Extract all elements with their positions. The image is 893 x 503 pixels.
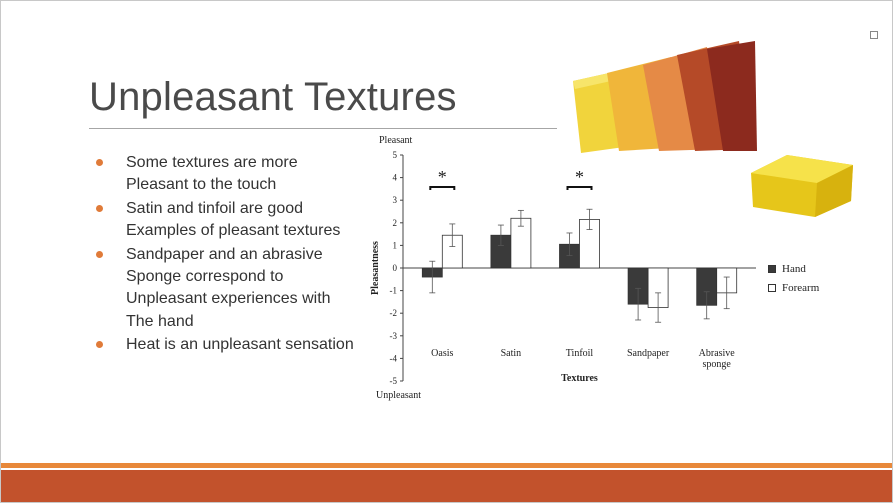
sandpaper-sheets-image: [573, 41, 757, 153]
footer-accent-strip: [1, 463, 892, 468]
chart-legend: Hand Forearm: [768, 259, 819, 297]
significance-bracket: [429, 186, 456, 190]
bullet-text: Heat is an unpleasant sensation: [126, 336, 354, 354]
bullet-text: Sponge correspond to: [126, 268, 284, 286]
bullet-text: Sandpaper and an abrasive: [126, 245, 323, 263]
y-tick-label: 5: [393, 150, 398, 160]
y-tick-label: -5: [390, 376, 398, 386]
bullet-text: Examples of pleasant textures: [126, 222, 341, 240]
y-tick-label: -1: [390, 286, 398, 296]
bullet-item: Satin and tinfoil are good Examples of pl…: [96, 198, 366, 243]
square-icon[interactable]: [870, 31, 878, 39]
legend-label: Forearm: [782, 281, 820, 294]
bullet-text: Some textures are more: [126, 154, 298, 171]
bullet-item: Some textures are more Pleasant to the to…: [96, 152, 366, 197]
significance-label: *: [438, 167, 447, 187]
bullet-dot-icon: [96, 341, 103, 349]
y-tick-label: -4: [390, 353, 398, 363]
legend-label: Hand: [782, 262, 806, 275]
sponge-image: [751, 155, 853, 217]
x-category-label: Sandpaper: [627, 348, 670, 359]
bullet-dot-icon: [96, 204, 103, 212]
y-tick-label: 2: [393, 218, 398, 228]
y-tick-label: -3: [390, 331, 398, 341]
x-category-label: Satin: [501, 348, 522, 359]
y-axis-label: Pleasantness: [370, 241, 381, 295]
chart-bottom-label: Unpleasant: [376, 390, 421, 401]
legend-item: Hand: [768, 259, 819, 278]
bullet-item: Heat is an unpleasant sensation: [96, 334, 366, 356]
significance-label: *: [575, 167, 584, 187]
x-category-label: Abrasive: [699, 348, 736, 359]
y-tick-label: 3: [393, 195, 398, 205]
legend-item: Forearm: [768, 278, 819, 297]
y-tick-label: 1: [393, 240, 398, 250]
slide-title: Unpleasant Textures: [89, 75, 457, 119]
x-category-label: Oasis: [431, 348, 453, 359]
bullet-dot-icon: [96, 159, 103, 166]
pleasantness-chart: Pleasant Unpleasant 5 4 3 2 1 0 -1 -2 -3 -4 -5 Pleasa…: [370, 135, 756, 401]
footer-bar: [1, 470, 892, 502]
chart-top-label: Pleasant: [379, 135, 413, 146]
bullet-text: Satin and tinfoil are good: [126, 199, 304, 217]
bullet-text: Pleasant to the touch: [126, 176, 277, 194]
title-underline: [89, 128, 557, 129]
y-tick-label: 4: [393, 173, 398, 183]
x-category-label: sponge: [703, 359, 732, 370]
bullet-item: Sandpaper and an abrasive Sponge correspo…: [96, 244, 366, 334]
x-axis-label: Textures: [561, 373, 598, 384]
bullet-list: Some textures are more Pleasant to the to…: [96, 152, 366, 358]
x-category-label: Tinfoil: [566, 348, 594, 359]
bullet-text: The hand: [126, 312, 194, 330]
bullet-text: Unpleasant experiences with: [126, 290, 331, 308]
y-tick-label: 0: [393, 263, 398, 273]
legend-swatch: [768, 264, 776, 273]
significance-bracket: [566, 186, 593, 190]
legend-swatch: [768, 283, 776, 292]
y-tick-label: -2: [390, 308, 398, 318]
bullet-dot-icon: [96, 250, 103, 258]
